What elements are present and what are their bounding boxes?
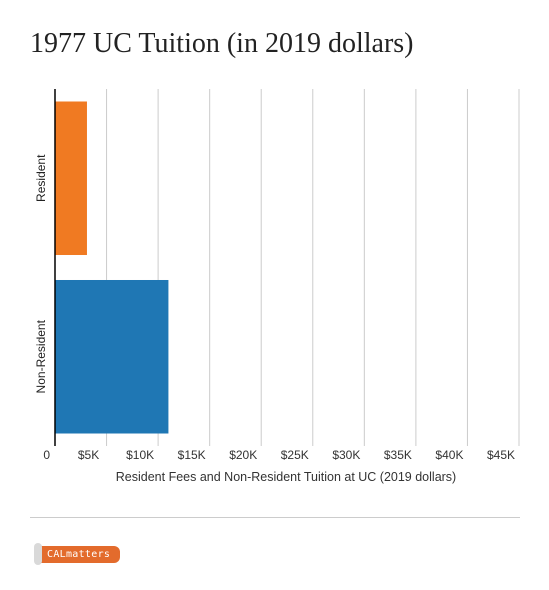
x-tick-label: $15K (178, 448, 206, 462)
x-axis-label: Resident Fees and Non-Resident Tuition a… (116, 470, 456, 484)
category-label: Resident (34, 154, 48, 202)
x-tick-label: $10K (126, 448, 154, 462)
gridlines (106, 89, 520, 446)
bars (55, 101, 169, 434)
logo-curl-icon (34, 543, 42, 565)
x-tick-label: $35K (384, 448, 412, 462)
bar-resident (55, 101, 87, 256)
x-tick-label: $5K (78, 448, 99, 462)
chart-title: 1977 UC Tuition (in 2019 dollars) (30, 28, 414, 59)
x-tick-label: $40K (435, 448, 463, 462)
divider (30, 517, 520, 518)
x-tick-label: $30K (332, 448, 360, 462)
x-tick-label: 0 (43, 448, 50, 462)
x-tick-label: $25K (281, 448, 309, 462)
bar-chart: Resident Non-Resident 0 $5K $10K $15K $20K $25K… (34, 89, 520, 484)
calmatters-logo[interactable]: CALmatters (34, 543, 121, 565)
logo-text: CALmatters (39, 545, 121, 563)
x-tick-label: $20K (229, 448, 257, 462)
category-label: Non-Resident (34, 319, 48, 393)
bar-non-resident (55, 279, 169, 434)
x-tick-label: $45K (487, 448, 515, 462)
tick-labels: Resident Non-Resident 0 $5K $10K $15K $20K $25K… (34, 154, 515, 462)
